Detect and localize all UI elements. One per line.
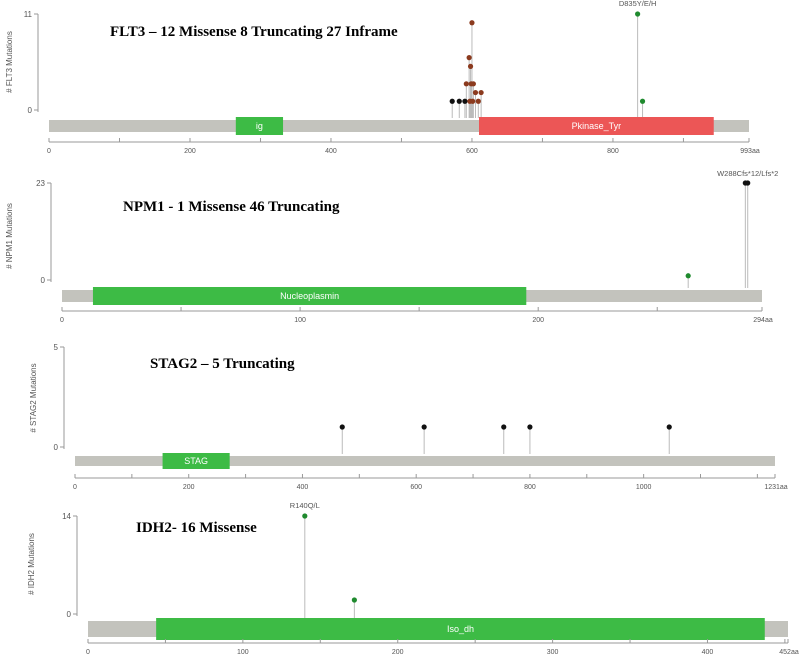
domain-label: Iso_dh bbox=[447, 624, 474, 634]
protein-length-label: 993aa bbox=[740, 148, 760, 155]
protein-length-label: 1231aa bbox=[764, 484, 787, 491]
mutation-head bbox=[469, 20, 475, 26]
hotspot-label: W288Cfs*12/Lfs*2 bbox=[717, 169, 778, 178]
domain-label: STAG bbox=[184, 456, 208, 466]
domain-label: ig bbox=[256, 121, 263, 131]
panel-2: STAG2 – 5 Truncating 5 0 # STAG2 Mutations S… bbox=[29, 343, 788, 491]
y-axis-label: # NPM1 Mutations bbox=[5, 203, 14, 269]
mutation-head bbox=[470, 81, 476, 87]
mutation-head bbox=[463, 81, 469, 87]
mutation-head bbox=[527, 424, 533, 430]
x-tick-label: 0 bbox=[60, 317, 64, 324]
x-tick-label: 800 bbox=[524, 484, 536, 491]
domain-STAG bbox=[162, 453, 230, 469]
domain-Nucleoplasmin bbox=[92, 287, 527, 305]
mutation-head bbox=[635, 11, 641, 17]
x-tick-label: 400 bbox=[297, 484, 309, 491]
x-tick-label: 200 bbox=[532, 317, 544, 324]
mutation-head bbox=[466, 55, 472, 61]
y-axis-label: # STAG2 Mutations bbox=[29, 363, 38, 432]
x-tick-label: 0 bbox=[47, 148, 51, 155]
mutation-head bbox=[501, 424, 507, 430]
hotspot-label: D835Y/E/H bbox=[619, 0, 657, 8]
y-tick-label: 14 bbox=[62, 512, 71, 521]
mutation-head bbox=[467, 63, 474, 69]
panel-1: NPM1 - 1 Missense 46 Truncating 23 0 # NPM1… bbox=[5, 169, 778, 324]
y-tick-label: 0 bbox=[41, 276, 46, 285]
panel-3: IDH2- 16 Missense 14 0 # IDH2 Mutations R140… bbox=[27, 501, 799, 656]
mutation-head bbox=[302, 513, 308, 519]
domain-ig bbox=[235, 117, 284, 135]
x-tick-label: 0 bbox=[73, 484, 77, 491]
mutation-head bbox=[666, 424, 672, 430]
x-tick-label: 1000 bbox=[636, 484, 652, 491]
y-tick-label: 0 bbox=[67, 610, 72, 619]
panel-title: STAG2 – 5 Truncating bbox=[150, 356, 295, 372]
protein-backbone bbox=[75, 456, 775, 466]
mutation-head bbox=[475, 98, 481, 104]
mutation-head bbox=[456, 98, 462, 104]
x-tick-label: 600 bbox=[410, 484, 422, 491]
mutation-head bbox=[351, 597, 357, 603]
panel-title: IDH2- 16 Missense bbox=[136, 520, 257, 536]
mutation-head bbox=[470, 98, 476, 104]
mutation-head bbox=[639, 98, 646, 104]
y-axis-label: # FLT3 Mutations bbox=[5, 31, 14, 93]
x-tick-label: 200 bbox=[392, 649, 404, 656]
protein-length-label: 294aa bbox=[753, 317, 773, 324]
domain-label: Pkinase_Tyr bbox=[572, 121, 622, 131]
panel-0: FLT3 – 12 Missense 8 Truncating 27 Infra… bbox=[5, 0, 760, 155]
domain-Pkinase_Tyr bbox=[479, 117, 714, 135]
x-tick-label: 600 bbox=[466, 148, 478, 155]
domain-label: Nucleoplasmin bbox=[280, 291, 339, 301]
y-axis-label: # IDH2 Mutations bbox=[27, 533, 36, 595]
y-tick-label: 11 bbox=[24, 10, 33, 19]
x-tick-label: 100 bbox=[294, 317, 306, 324]
mutation-head bbox=[449, 98, 455, 104]
x-tick-label: 0 bbox=[86, 649, 90, 656]
mutation-head bbox=[339, 424, 345, 430]
mutation-head bbox=[421, 424, 427, 430]
mutation-head bbox=[462, 98, 468, 104]
hotspot-label: R140Q/L bbox=[290, 501, 320, 510]
domain-Iso_dh bbox=[156, 618, 765, 640]
panel-title: NPM1 - 1 Missense 46 Truncating bbox=[123, 199, 340, 215]
x-tick-label: 300 bbox=[547, 649, 559, 656]
mutation-head bbox=[745, 180, 751, 186]
x-tick-label: 100 bbox=[237, 649, 249, 656]
protein-length-label: 452aa bbox=[779, 649, 799, 656]
x-tick-label: 800 bbox=[607, 148, 619, 155]
x-tick-label: 200 bbox=[184, 148, 196, 155]
mutation-head bbox=[685, 273, 691, 279]
y-tick-label: 0 bbox=[28, 106, 33, 115]
mutation-head bbox=[478, 89, 484, 96]
panel-title: FLT3 – 12 Missense 8 Truncating 27 Infra… bbox=[110, 24, 398, 40]
y-tick-label: 0 bbox=[54, 443, 59, 452]
mutation-head bbox=[472, 89, 479, 96]
y-tick-label: 23 bbox=[36, 179, 45, 188]
x-tick-label: 400 bbox=[702, 649, 714, 656]
x-tick-label: 200 bbox=[183, 484, 195, 491]
y-tick-label: 5 bbox=[54, 343, 59, 352]
x-tick-label: 400 bbox=[325, 148, 337, 155]
